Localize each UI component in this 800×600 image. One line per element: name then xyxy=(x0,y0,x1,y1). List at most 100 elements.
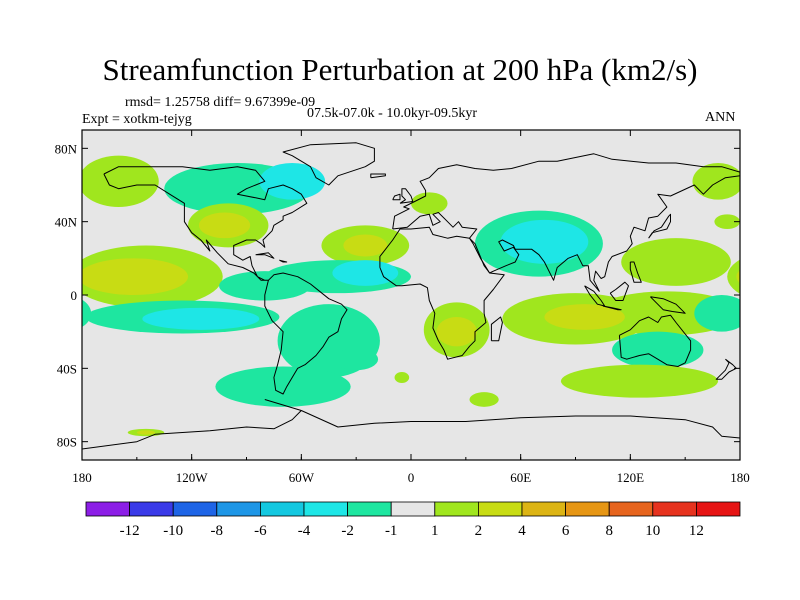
colorbar-label: 12 xyxy=(689,523,704,539)
field-contour-neg-1 xyxy=(334,348,379,371)
field-contour-pos-1 xyxy=(560,364,719,398)
field-contour-pos-1 xyxy=(82,155,159,207)
colorbar-swatch xyxy=(477,501,523,517)
field-contour-wrap xyxy=(744,301,800,334)
field-contour-pos-2 xyxy=(198,212,251,239)
colorbar-swatch xyxy=(565,501,610,517)
y-tick-label: 40N xyxy=(55,215,78,230)
field-contour-pos-1 xyxy=(714,214,740,230)
x-tick-label: 120E xyxy=(617,470,645,485)
field-contour-pos-1 xyxy=(411,192,448,215)
field-contour-pos-2 xyxy=(343,234,388,257)
expt-line: Expt = xotkm-tejyg xyxy=(82,112,192,127)
coastline xyxy=(264,272,348,395)
colorbar-label: -12 xyxy=(120,523,140,539)
colorbar-swatch xyxy=(347,501,392,517)
colorbar-label: -10 xyxy=(163,523,183,539)
coastline xyxy=(370,173,386,179)
colorbar-swatch xyxy=(696,501,741,517)
field-contour-neg-1 xyxy=(612,331,704,369)
x-tick-label: 180 xyxy=(72,470,92,485)
coastline xyxy=(618,314,692,367)
x-axis: 180 120W 60W 0 60E 120E 180 xyxy=(72,130,750,485)
colorbar-swatch xyxy=(652,501,697,517)
y-tick-label: 40S xyxy=(57,361,77,376)
chart-title: Streamfunction Perturbation at 200 hPa (… xyxy=(102,52,698,87)
field-contour-wrap xyxy=(0,365,60,398)
coastline xyxy=(602,305,622,311)
coastline xyxy=(399,188,414,204)
field-contour-wrap xyxy=(736,270,740,284)
field-contour-neg-1 xyxy=(215,366,351,407)
coastline xyxy=(650,296,686,314)
field-contour-pos-1 xyxy=(621,238,731,286)
field-contour-pos-1 xyxy=(394,372,410,383)
y-axis: 80N 40N 0 40S 80S xyxy=(55,141,740,450)
field-contour-pos-2 xyxy=(136,430,156,435)
colorbar-swatch xyxy=(259,501,305,517)
field-contour-neg-2 xyxy=(259,163,326,200)
field-contour-neg-2 xyxy=(500,219,589,264)
colorbar-label: -4 xyxy=(298,523,311,539)
coastline xyxy=(282,142,375,186)
stats-line: rmsd= 1.25758 diff= 9.67399e-09 xyxy=(125,95,316,110)
coastline xyxy=(82,410,302,450)
field-contour-wrap xyxy=(736,170,740,193)
coastline xyxy=(103,166,308,281)
field-contour-pos-1 xyxy=(469,392,499,407)
coastline xyxy=(715,358,737,380)
colorbar-label: 8 xyxy=(605,523,613,539)
colorbar-label: -6 xyxy=(254,523,267,539)
y-tick-label: 80N xyxy=(55,141,78,156)
x-tick-label: 60W xyxy=(289,470,315,485)
coastline xyxy=(609,281,629,301)
coastlines xyxy=(82,142,740,450)
colorbar-swatch xyxy=(608,501,654,517)
coastline xyxy=(264,399,740,439)
field-contour-pos-2 xyxy=(82,258,188,295)
y-tick-label: 80S xyxy=(57,435,77,450)
colorbar-swatch xyxy=(129,501,174,517)
x-tick-label: 60E xyxy=(510,470,531,485)
field-contour-wrap xyxy=(0,238,73,286)
coastline xyxy=(392,193,401,201)
coastline xyxy=(629,261,642,283)
coastline xyxy=(279,259,288,263)
colorbar-label: -2 xyxy=(341,523,354,539)
x-tick-label: 180 xyxy=(730,470,750,485)
colorbar-swatch xyxy=(172,501,218,517)
colorbar-label: 6 xyxy=(562,523,570,539)
colorbar-label: -1 xyxy=(385,523,398,539)
colorbar-swatch xyxy=(390,501,436,517)
colorbar-swatch xyxy=(216,501,261,517)
coastline xyxy=(392,153,740,292)
field-contour-pos-2 xyxy=(436,317,477,347)
field-contour-wrap xyxy=(727,259,740,294)
period-line: 07.5k-07.0k - 10.0kyr-09.5kyr xyxy=(307,106,478,121)
field-contour-wrap xyxy=(795,430,800,434)
field-contour-pos-1 xyxy=(692,163,740,200)
field-contour-pos-2 xyxy=(544,304,625,330)
colorbar-swatch xyxy=(434,501,479,517)
streamfunction-field xyxy=(0,155,800,437)
coastline xyxy=(255,252,275,259)
field-contour-wrap xyxy=(82,299,92,327)
field-contour-neg-2 xyxy=(142,307,260,330)
field-contour-wrap xyxy=(0,332,45,369)
field-contour-wrap xyxy=(786,429,800,436)
field-contour-wrap xyxy=(82,171,86,191)
colorbar-label: 2 xyxy=(475,523,483,539)
field-contour-neg-1 xyxy=(694,295,740,332)
x-tick-label: 0 xyxy=(408,470,415,485)
colorbar-swatch xyxy=(303,501,348,517)
colorbar-swatch xyxy=(521,501,566,517)
coastline xyxy=(490,316,503,342)
colorbar-swatch xyxy=(85,501,130,517)
colorbar-label: -8 xyxy=(211,523,224,539)
colorbar-label: 4 xyxy=(518,523,526,539)
colorbar: -12 -10 -8 -6 -4 -2 -1 1 2 4 6 8 10 12 xyxy=(85,501,741,539)
colorbar-label: 1 xyxy=(431,523,439,539)
coastline xyxy=(379,226,505,360)
season-label: ANN xyxy=(705,110,736,125)
